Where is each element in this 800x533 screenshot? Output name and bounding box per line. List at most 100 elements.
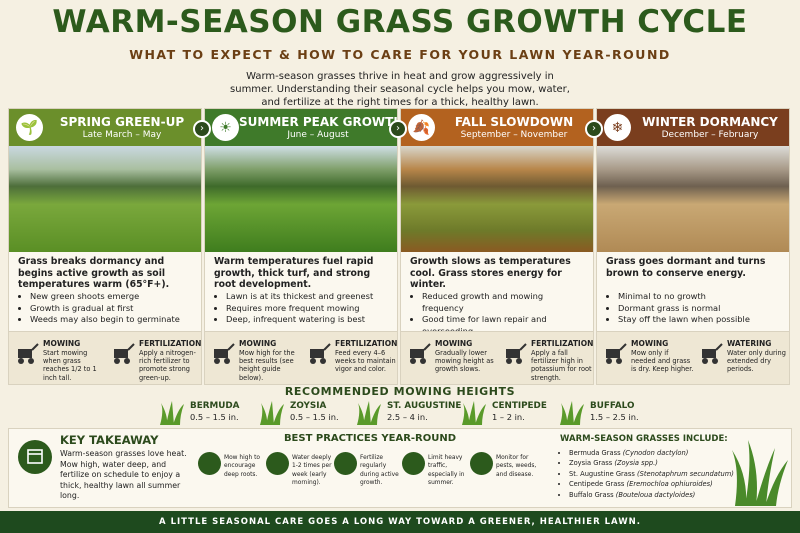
grass-entry: Zoysia Grass (Zoysia spp.) <box>569 458 734 468</box>
care-title: MOWING <box>239 339 277 348</box>
season-title: SUMMER PEAK GROWTH <box>239 115 398 129</box>
care-item: FERTILIZATION Feed every 4–6 weeks to mai… <box>305 337 398 384</box>
season-card: 🌱 SPRING GREEN-UP Late March – May Grass br… <box>8 108 202 385</box>
height-item: BUFFALO 1.5 – 2.5 in. <box>558 400 658 426</box>
season-photo <box>205 146 397 252</box>
care-icon <box>407 343 431 367</box>
grass-scientific-name: (Cynodon dactylon) <box>622 449 689 457</box>
season-icon: ☀ <box>212 114 239 141</box>
grasses-list: Bermuda Grass (Cynodon dactylon)Zoysia G… <box>560 448 734 500</box>
season-title: FALL SLOWDOWN <box>454 115 574 129</box>
season-title: SPRING GREEN-UP <box>59 115 185 129</box>
care-title: FERTILIZATION <box>335 339 398 348</box>
grass-entry: St. Augustine Grass (Stenotaphrum secund… <box>569 469 734 479</box>
care-panel: MOWING Mow high for the best results (see… <box>205 331 398 384</box>
season-header: 🍂 FALL SLOWDOWN September – November <box>401 109 593 146</box>
practice-item: Monitor for pests, weeds, and disease. <box>470 452 540 502</box>
grass-scientific-name: (Eremochloa ophiuroides) <box>626 480 713 489</box>
bullet: Weeds may also begin to germinate <box>30 314 195 326</box>
season-dates: June – August <box>287 130 349 140</box>
care-item: MOWING Gradually lower mowing height as g… <box>405 337 501 384</box>
care-icon <box>307 343 331 367</box>
grass-icon <box>460 401 488 429</box>
grass-common-name: Zoysia Grass <box>569 459 613 468</box>
grass-name: ST. AUGUSTINE <box>387 401 462 411</box>
care-item: WATERING Water only during extended dry p… <box>697 337 789 384</box>
practice-text: Fertilize regularly during active growth… <box>360 455 399 486</box>
calendar-icon <box>18 440 52 474</box>
grass-name: ZOYSIA <box>290 401 327 411</box>
season-bullets: New green shoots emergeGrowth is gradual… <box>18 291 195 326</box>
practices-title: BEST PRACTICES YEAR-ROUND <box>283 433 457 444</box>
section-title: RECOMMENDED MOWING HEIGHTS <box>284 385 516 398</box>
bullet: Stay off the lawn when possible <box>618 314 783 326</box>
grass-illustration <box>732 440 788 506</box>
care-text: Apply a fall fertilizer high in potassiu… <box>531 349 592 382</box>
practice-item: Limit heavy traffic, especially in summe… <box>402 452 472 502</box>
care-item: MOWING Start mowing when grass reaches 1/… <box>13 337 109 384</box>
grasses-title: WARM-SEASON GRASSES INCLUDE: <box>560 434 728 444</box>
grass-common-name: St. Augustine Grass <box>569 469 635 478</box>
care-title: MOWING <box>43 339 81 348</box>
bullet: Lawn is at its thickest and greenest <box>226 291 391 303</box>
practice-text: Mow high to encourage deep roots. <box>224 455 261 478</box>
practice-item: Fertilize regularly during active growth… <box>334 452 404 502</box>
season-description: Warm temperatures fuel rapid growth, thi… <box>214 256 374 291</box>
grass-name: BERMUDA <box>190 401 240 411</box>
intro: Warm-season grasses thrive in heat and g… <box>230 71 570 108</box>
takeaway-title: KEY TAKEAWAY <box>60 433 159 447</box>
grass-name: BUFFALO <box>590 401 635 411</box>
practice-icon <box>198 452 221 475</box>
care-item: MOWING Mow high for the best results (see… <box>209 337 305 384</box>
grass-scientific-name: (Bouteloua dactyloides) <box>615 490 696 499</box>
grass-icon <box>558 401 586 429</box>
grass-name: CENTIPEDE <box>492 401 547 411</box>
practice-icon <box>402 452 425 475</box>
practice-text: Limit heavy traffic, especially in summe… <box>428 455 465 486</box>
season-photo <box>597 146 789 252</box>
practice-icon <box>470 452 493 475</box>
bullet: Reduced growth and mowing frequency <box>422 291 587 314</box>
season-bullets: Lawn is at its thickest and greenestRequ… <box>214 291 391 326</box>
season-description: Growth slows as temperatures cool. Grass… <box>410 256 571 291</box>
grass-icon <box>158 401 186 429</box>
season-bullets: Minimal to no growthDormant grass is nor… <box>606 291 783 326</box>
care-icon <box>111 343 135 367</box>
arrow: › <box>585 120 603 138</box>
care-title: FERTILIZATION <box>531 339 594 348</box>
season-photo <box>401 146 593 252</box>
bullet: Good time for lawn repair and overseedin… <box>422 314 587 337</box>
season-dates: December – February <box>661 130 759 140</box>
height-item: ZOYSIA 0.5 – 1.5 in. <box>258 400 358 426</box>
care-item: FERTILIZATION Apply a nitrogen-rich ferti… <box>109 337 202 384</box>
care-title: FERTILIZATION <box>139 339 202 348</box>
care-panel: MOWING Start mowing when grass reaches 1/… <box>9 331 202 384</box>
care-title: MOWING <box>435 339 473 348</box>
season-description: Grass goes dormant and turns brown to co… <box>606 256 766 279</box>
care-icon <box>503 343 527 367</box>
season-icon: 🍂 <box>408 114 435 141</box>
practice-text: Water deeply 1-2 times per week (early m… <box>292 455 332 486</box>
grass-common-name: Centipede Grass <box>569 480 625 489</box>
care-item: FERTILIZATION Apply a fall fertilizer hig… <box>501 337 594 384</box>
grass-height: 0.5 – 1.5 in. <box>190 412 239 422</box>
care-text: Start mowing when grass reaches 1/2 to 1… <box>43 349 97 382</box>
season-card: ☀ SUMMER PEAK GROWTH June – August Warm tem… <box>204 108 398 385</box>
bullet: Dormant grass is normal <box>618 303 783 315</box>
care-title: WATERING <box>727 339 772 348</box>
season-header: ❄ WINTER DORMANCY December – February <box>597 109 789 146</box>
season-photo <box>9 146 201 252</box>
bullet: Growth is gradual at first <box>30 303 195 315</box>
care-title: MOWING <box>631 339 669 348</box>
bullet: Deep, infrequent watering is best <box>226 314 391 326</box>
bullet: Requires more frequent mowing <box>226 303 391 315</box>
practice-icon <box>266 452 289 475</box>
height-item: BERMUDA 0.5 – 1.5 in. <box>158 400 258 426</box>
arrow: › <box>389 120 407 138</box>
season-description: Grass breaks dormancy and begins active … <box>18 256 170 291</box>
season-dates: Late March – May <box>82 130 162 140</box>
bullet: New green shoots emerge <box>30 291 195 303</box>
season-icon: ❄ <box>604 114 631 141</box>
takeaway-text: Warm-season grasses love heat. Mow high,… <box>60 449 187 501</box>
season-header: ☀ SUMMER PEAK GROWTH June – August <box>205 109 397 146</box>
